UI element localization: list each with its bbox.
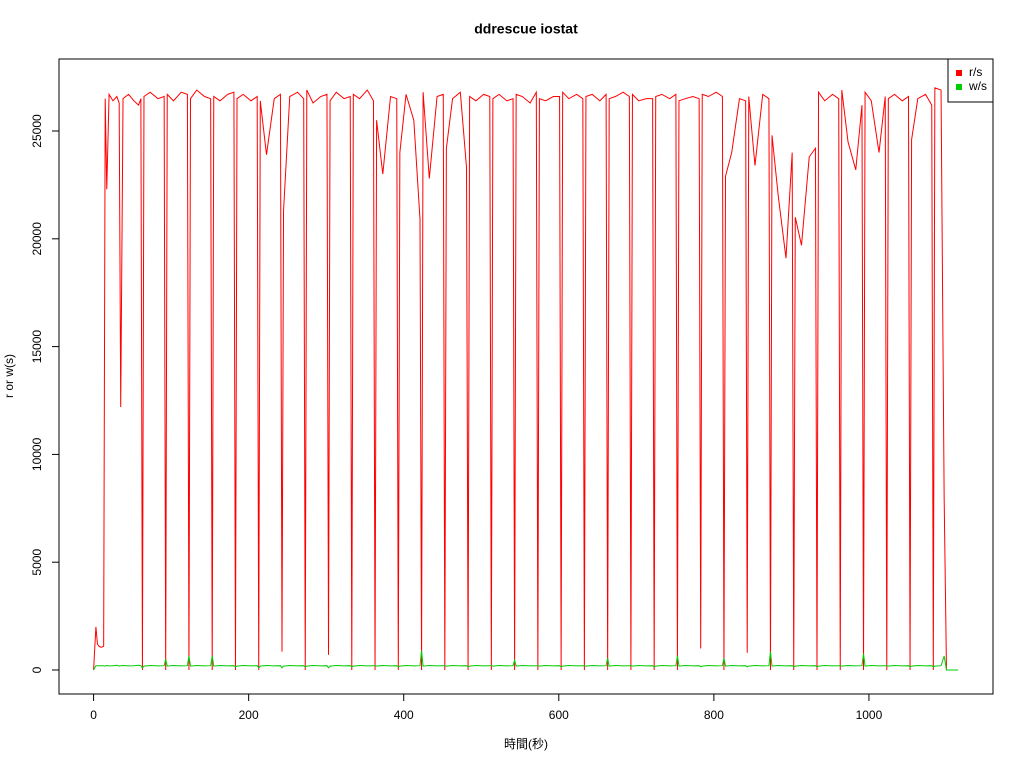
y-tick-label: 25000	[30, 114, 44, 148]
series-line	[93, 650, 959, 671]
legend-swatch	[956, 84, 962, 90]
series-line	[93, 87, 959, 671]
chart-title: ddrescue iostat	[474, 21, 578, 37]
y-tick-label: 15000	[30, 330, 44, 364]
x-tick-label: 600	[549, 708, 569, 722]
x-tick-label: 400	[394, 708, 414, 722]
y-axis-label: r or w(s)	[2, 354, 16, 398]
x-tick-label: 200	[239, 708, 259, 722]
y-tick-label: 10000	[30, 437, 44, 471]
x-tick-label: 800	[704, 708, 724, 722]
legend-box	[947, 58, 994, 103]
legend-label: r/s	[969, 65, 982, 79]
y-tick-label: 20000	[30, 222, 44, 256]
x-tick-label: 1000	[856, 708, 883, 722]
y-tick-label: 5000	[30, 549, 44, 576]
legend-label: w/s	[968, 79, 987, 93]
y-tick-label: 0	[30, 666, 44, 673]
legend-swatch	[956, 70, 962, 76]
x-tick-label: 0	[90, 708, 97, 722]
x-axis-label: 時間(秒)	[504, 737, 548, 751]
